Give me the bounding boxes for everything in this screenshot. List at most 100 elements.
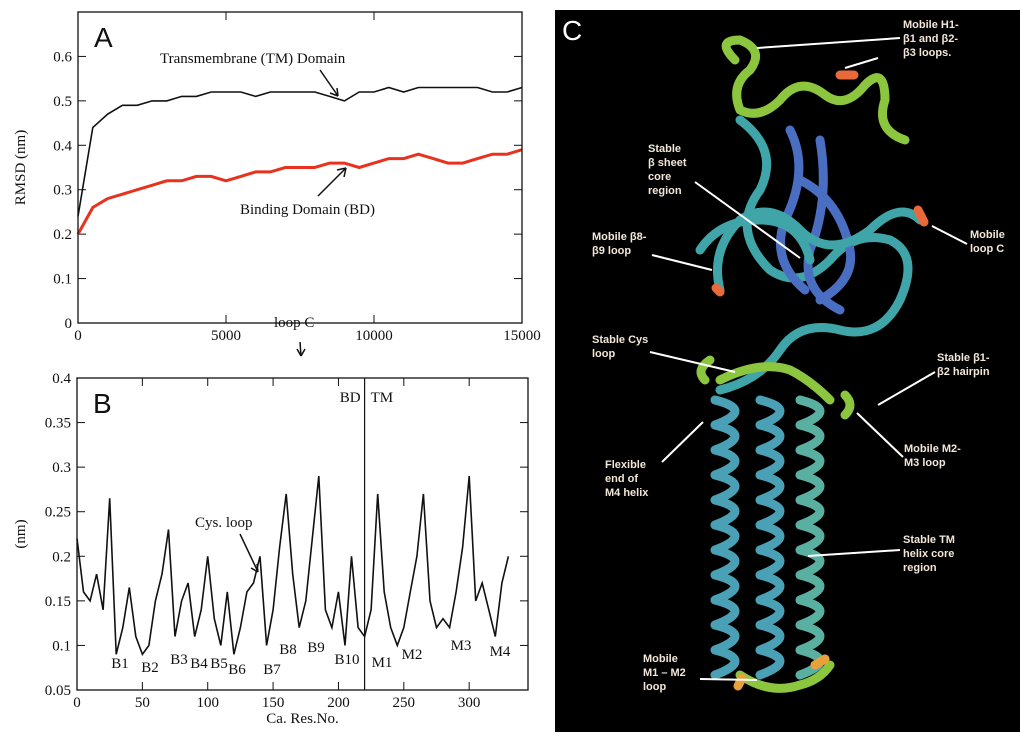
y-tick-label: 0.3 [53,183,72,199]
structure-label: Stable [648,143,681,155]
annotation-arrow [239,533,259,573]
plot-frame [76,377,529,691]
structure-label: core [648,171,671,183]
structure-label: loop C [970,243,1004,255]
structure-label: Mobile β8- [592,231,647,243]
plot-frame [77,11,523,324]
annotation-arrow [296,341,306,357]
panel-letter: C [562,15,582,46]
region-label: B3 [170,652,188,668]
x-axis-label: Ca. Res.No. [266,711,339,727]
panel-letter: A [94,22,113,53]
structure-label: region [903,562,937,574]
region-label: B10 [334,652,359,668]
annotation: Cys. loop [195,515,253,531]
structure-label: region [648,185,682,197]
structure-label: loop [592,348,615,360]
region-label: B7 [263,662,281,678]
y-tick-label: 0.2 [52,549,71,565]
structure-label: Mobile [970,229,1005,241]
structure-label: Stable β1- [937,352,990,364]
x-tick-label: 0 [73,695,81,711]
y-tick-label: 0.6 [53,49,72,65]
region-label: B8 [279,642,297,658]
structure-label: Stable Cys [592,334,648,346]
structure-label: Flexible [605,459,646,471]
panel-letter: B [93,388,112,419]
structure-label: β sheet [648,157,687,169]
y-tick-label: 0 [65,316,73,332]
region-label: B5 [210,656,228,672]
series-label: Transmembrane (TM) Domain [160,51,346,67]
x-tick-label: 5000 [211,328,241,344]
region-label: M4 [490,644,511,660]
region-label: B4 [190,656,208,672]
y-tick-label: 0.1 [52,638,71,654]
structure-arrow [756,37,901,69]
structure-label: helix core [903,548,954,560]
structure-label: M4 helix [605,487,649,499]
structure-arrow [807,549,901,557]
structure-label: β1 and β2- [903,33,958,45]
region-label: B6 [228,662,246,678]
protein-structure [695,35,929,693]
x-tick-label: 15000 [503,328,541,344]
region-label: B9 [307,640,325,656]
y-axis-label: (nm) [13,519,29,548]
divider-label: TM [371,390,394,406]
structure-arrow [877,371,936,406]
x-tick-label: 100 [196,695,219,711]
x-tick-label: 10000 [355,328,393,344]
structure-arrow [699,678,758,681]
structure-label: β9 loop [592,245,631,257]
x-tick-label: 300 [458,695,481,711]
y-axis-label: RMSD (nm) [13,130,29,205]
x-tick-label: 200 [327,695,350,711]
structure-label: Stable TM [903,534,955,546]
y-tick-label: 0.15 [45,594,71,610]
y-tick-label: 0.25 [45,505,71,521]
region-label: B1 [111,656,129,672]
structure-arrow [856,412,904,458]
y-tick-label: 0.2 [53,227,72,243]
structure-arrow [931,225,968,245]
data-line [76,476,510,656]
region-label: M1 [372,655,393,671]
x-tick-label: 150 [262,695,285,711]
y-tick-label: 0.05 [45,683,71,699]
structure-label: β2 hairpin [937,366,990,378]
y-tick-label: 0.4 [53,138,72,154]
y-tick-label: 0.1 [53,272,72,288]
annotation-arrow [317,167,347,197]
structure-label: M3 loop [904,457,946,469]
structure-label: Mobile H1- [903,19,959,31]
x-tick-label: 250 [393,695,416,711]
structure-arrow [661,421,704,463]
data-line [76,148,523,235]
structure-label: loop [643,681,666,693]
data-line [77,86,523,217]
structure-label: end of [605,473,638,485]
structure-arrow [651,254,713,271]
x-tick-label: 50 [135,695,150,711]
y-tick-label: 0.5 [53,94,72,110]
series-label: Binding Domain (BD) [240,202,375,218]
structure-label: Mobile M2- [904,443,961,455]
structure-label: Mobile [643,653,678,665]
region-label: M2 [402,647,423,663]
divider-label: BD [340,390,361,406]
structure-label: β3 loops. [903,47,951,59]
y-tick-label: 0.4 [52,371,71,387]
y-tick-label: 0.35 [45,416,71,432]
y-tick-label: 0.3 [52,460,71,476]
region-label: M3 [451,638,472,654]
structure-arrow [649,351,736,373]
annotation-arrow [319,69,339,97]
region-label: B2 [141,660,159,676]
structure-label: M1 – M2 [643,667,686,679]
x-tick-label: 0 [74,328,82,344]
annotation: loop C [274,315,314,331]
structure-arrow [694,181,801,259]
